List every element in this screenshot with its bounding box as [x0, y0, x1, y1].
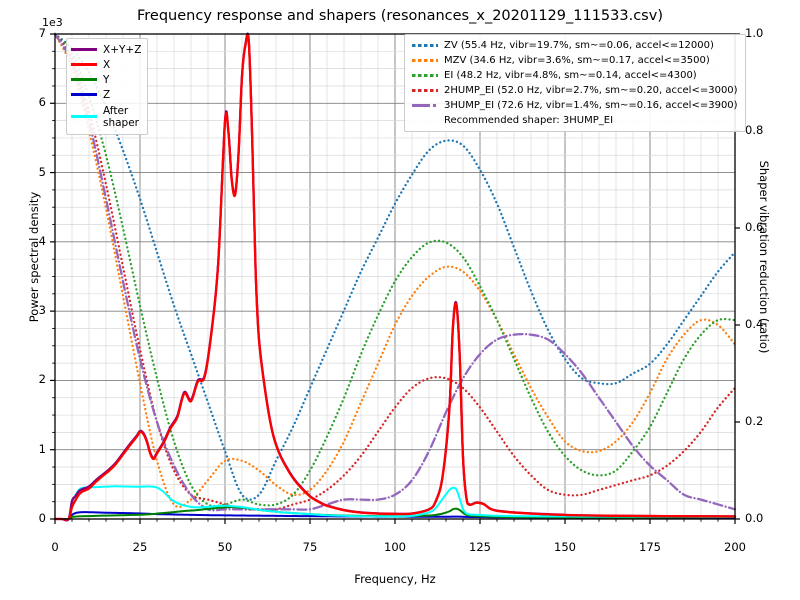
legend-item-series-x[interactable]: X	[71, 57, 141, 72]
legend-label-shaper: EI (48.2 Hz, vibr=4.8%, sm~=0.14, accel<…	[444, 70, 697, 81]
legend-item-series-after-shaper[interactable]: After shaper	[71, 102, 141, 131]
x-tick-200: 200	[724, 540, 746, 554]
y-tick-5: 5	[38, 164, 46, 179]
legend-item-shaper-2hump_ei[interactable]: 2HUMP_EI (52.0 Hz, vibr=2.7%, sm~=0.20, …	[412, 83, 738, 98]
y-tick-0: 0	[38, 511, 46, 525]
legend-item-series-z[interactable]: Z	[71, 87, 141, 102]
legend-label-series-z: Z	[103, 88, 111, 101]
legend-swatch-series-after-shaper	[71, 115, 97, 118]
legend-label-shaper: 3HUMP_EI (72.6 Hz, vibr=1.4%, sm~=0.16, …	[444, 100, 738, 111]
y-tick-3: 3	[38, 303, 46, 318]
legend-label-series-xyz: X+Y+Z	[103, 43, 142, 56]
legend-swatch-series-x	[71, 63, 97, 66]
legend-swatch-shaper	[412, 44, 438, 47]
x-axis-label: Frequency, Hz	[354, 572, 436, 586]
shaper-curve-3hump_ei	[53, 32, 737, 512]
legend-item-series-xyz[interactable]: X+Y+Z	[71, 42, 141, 57]
legend-swatch-shaper	[412, 59, 438, 62]
legend-swatch-shaper	[412, 74, 438, 77]
x-tick-50: 50	[217, 540, 233, 554]
x-tick-150: 150	[554, 540, 576, 554]
legend-item-shaper-zv[interactable]: ZV (55.4 Hz, vibr=19.7%, sm~=0.06, accel…	[412, 38, 738, 53]
x-tick-25: 25	[132, 540, 148, 554]
x-tick-75: 75	[302, 540, 318, 554]
y-axis-exponent-label: 1e3	[42, 16, 63, 29]
psd-curve-z	[54, 511, 736, 521]
legend-swatch-series-xyz	[71, 48, 97, 51]
y-axis-label: Power spectral density	[27, 191, 41, 323]
y-tick-1: 1	[38, 441, 46, 456]
x-tick-175: 175	[639, 540, 661, 554]
chart-title: Frequency response and shapers (resonanc…	[137, 8, 663, 24]
legend-item-shaper-3hump_ei[interactable]: 3HUMP_EI (72.6 Hz, vibr=1.4%, sm~=0.16, …	[412, 98, 738, 113]
legend-label-series-y: Y	[103, 73, 110, 86]
legend-swatch-shaper	[412, 89, 438, 92]
legend-swatch-shaper	[412, 104, 438, 107]
x-tick-100: 100	[384, 540, 406, 554]
series-legend: X+Y+Z X Y Z After shaper	[66, 38, 149, 135]
shaper-legend: ZV (55.4 Hz, vibr=19.7%, sm~=0.06, accel…	[404, 34, 746, 132]
shaper-curve-mzv	[53, 32, 737, 509]
legend-item-shaper-ei[interactable]: EI (48.2 Hz, vibr=4.8%, sm~=0.14, accel<…	[412, 68, 738, 83]
y-tick-2: 2	[38, 372, 46, 387]
psd-curve-x	[53, 33, 737, 522]
legend-swatch-series-z	[71, 93, 97, 96]
legend-item-series-y[interactable]: Y	[71, 72, 141, 87]
legend-item-shaper-mzv[interactable]: MZV (34.6 Hz, vibr=3.6%, sm~=0.17, accel…	[412, 53, 738, 68]
x-tick-125: 125	[469, 540, 491, 554]
y-tick-6: 6	[38, 95, 46, 110]
y-tick-4: 4	[38, 233, 46, 248]
legend-label-series-x: X	[103, 58, 111, 71]
shaper-curve-ei	[53, 32, 737, 508]
recommended-shaper-text: Recommended shaper: 3HUMP_EI	[444, 115, 614, 126]
legend-swatch-series-y	[71, 78, 97, 81]
shaper-curve-zv	[53, 32, 737, 501]
psd-curve-after-shaper	[54, 485, 736, 522]
x-tick-0: 0	[51, 540, 59, 554]
legend-label-shaper: 2HUMP_EI (52.0 Hz, vibr=2.7%, sm~=0.20, …	[444, 85, 738, 96]
legend-label-shaper: ZV (55.4 Hz, vibr=19.7%, sm~=0.06, accel…	[444, 40, 714, 51]
legend-label-shaper: MZV (34.6 Hz, vibr=3.6%, sm~=0.17, accel…	[444, 55, 710, 66]
y2-axis-label: Shaper vibration reduction (ratio)	[757, 160, 771, 354]
legend-label-series-after-shaper: After shaper	[103, 104, 140, 129]
y-tick-7: 7	[38, 26, 46, 40]
